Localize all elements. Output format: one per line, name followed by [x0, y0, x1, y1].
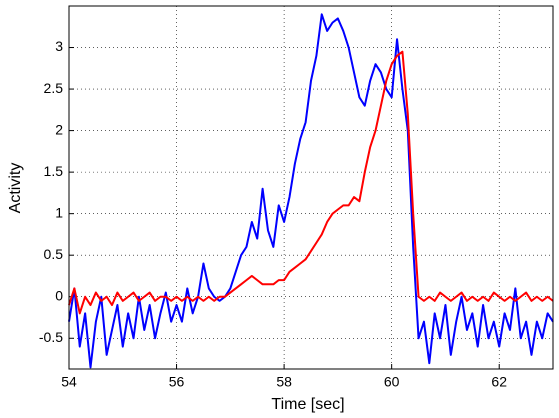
x-axis-label: Time [sec]	[271, 396, 344, 413]
y-axis-label: Activity	[7, 163, 24, 214]
x-tick-label: 54	[61, 374, 77, 390]
y-tick-label: 0	[55, 287, 63, 303]
series-line	[68, 13, 554, 369]
x-tick-label: 62	[491, 374, 507, 390]
x-tick-label: 58	[276, 374, 292, 390]
y-tick-label: 1	[55, 204, 63, 220]
y-tick-label: 2	[55, 121, 63, 137]
series-line	[68, 50, 554, 315]
y-tick-label: -0.5	[39, 329, 63, 345]
y-tick-label: 2.5	[44, 80, 64, 96]
x-tick-label: 60	[384, 374, 400, 390]
plot-frame	[68, 5, 554, 370]
y-tick-label: 1.5	[44, 163, 64, 179]
y-tick-label: 3	[55, 38, 63, 54]
x-tick-label: 56	[169, 374, 185, 390]
y-tick-label: 0.5	[44, 246, 64, 262]
